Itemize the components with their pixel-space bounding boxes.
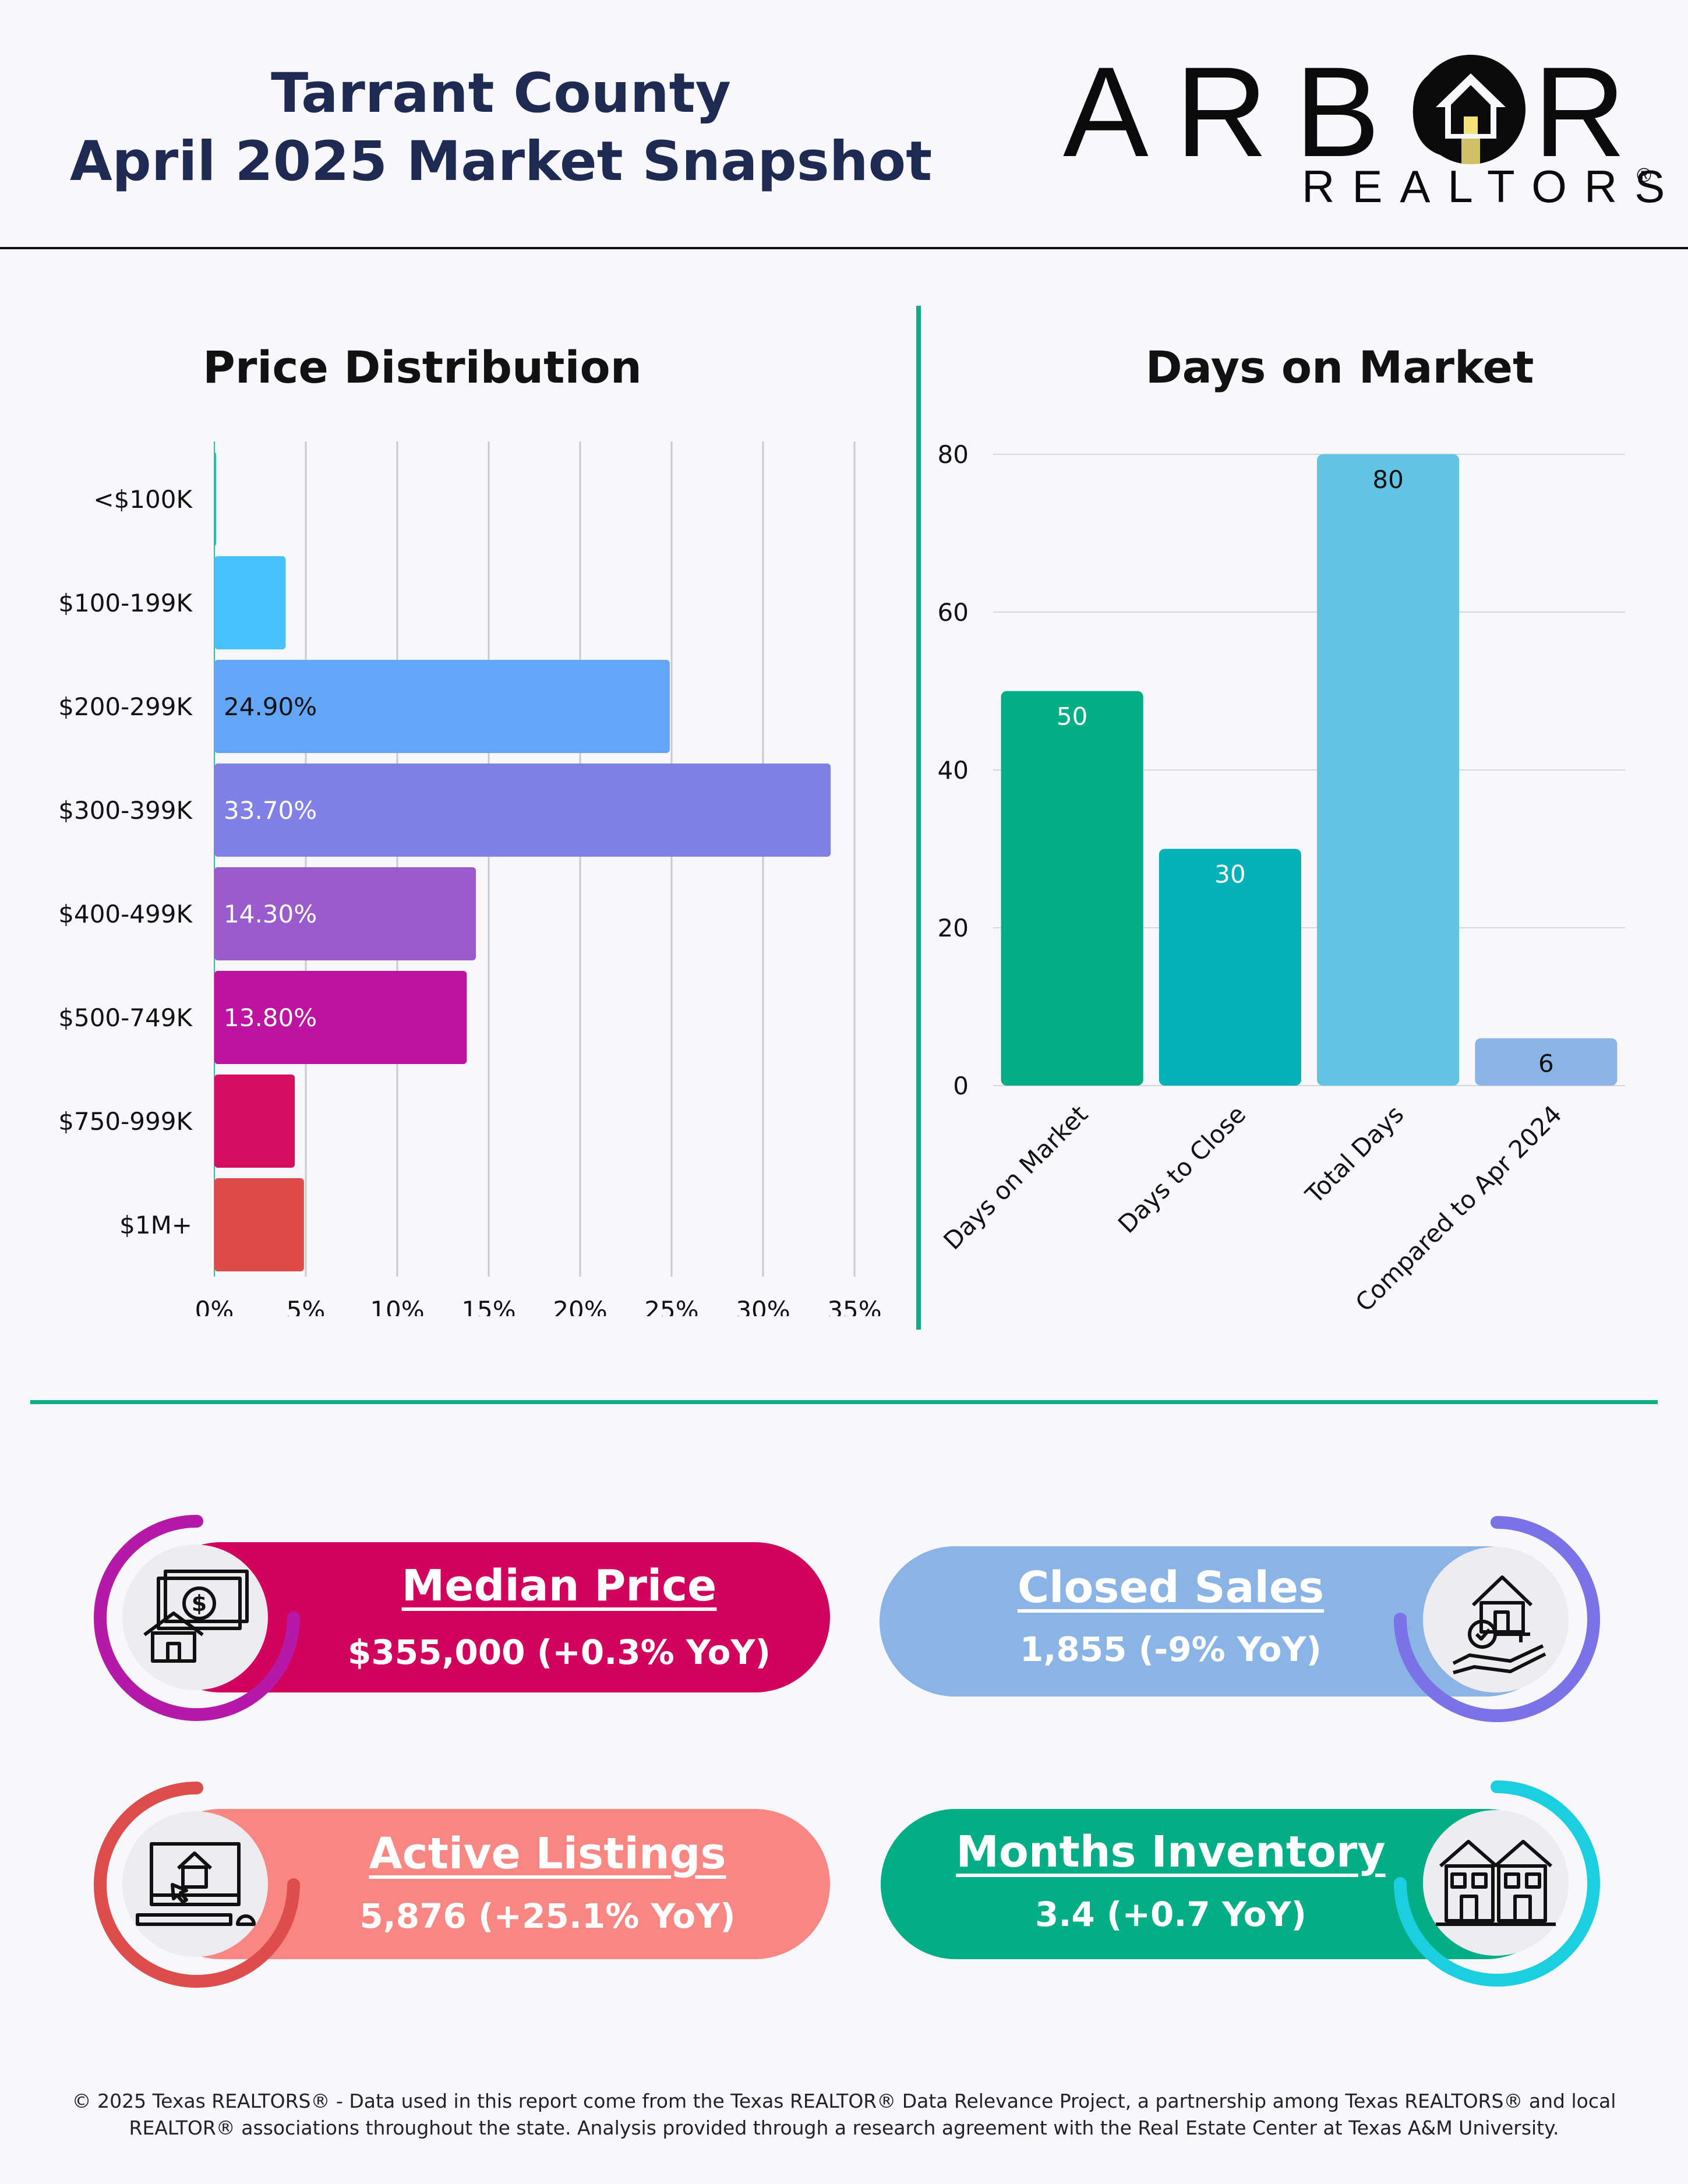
page-title-county: Tarrant County (271, 62, 731, 125)
dom-data-label: 80 (1372, 465, 1403, 494)
months-inventory-ring (1394, 1780, 1600, 1987)
dom-y-tick-label: 60 (938, 598, 969, 627)
price-x-tick-label: 20% (553, 1296, 607, 1316)
section-divider (30, 1400, 1658, 1404)
logo-subtitle: REALTORS (1302, 161, 1683, 212)
price-category-label: <$100K (93, 485, 193, 514)
active-listings-label: Active Listings (369, 1829, 726, 1879)
dom-y-tick-label: 40 (938, 756, 969, 784)
price-bar (214, 867, 476, 960)
dom-category-label: Total Days (1299, 1100, 1409, 1209)
header-divider (0, 247, 1688, 249)
dom-category-label: Days on Market (938, 1100, 1093, 1255)
price-bar (214, 1178, 304, 1271)
days-on-market-chart: 0 20 40 60 80 50 Days on Market 30 Days to Close… (938, 440, 1625, 1317)
price-bar (214, 971, 467, 1064)
median-price-label: Median Price (401, 1561, 717, 1611)
days-on-market-title: Days on Market (1145, 341, 1534, 393)
active-listings-value: 5,876 (+25.1% YoY) (359, 1896, 736, 1936)
dom-data-label: 6 (1538, 1049, 1554, 1078)
dom-y-tick-label: 80 (938, 440, 969, 469)
price-bar (214, 453, 217, 546)
house-key-hand-icon (1452, 1575, 1546, 1674)
house-money-icon: $ (143, 1570, 249, 1663)
logo-wordmark: ARBOR (1063, 40, 1653, 183)
dom-data-label: 50 (1057, 702, 1087, 731)
price-bar (214, 1075, 295, 1168)
dom-bar (1159, 849, 1301, 1086)
price-bar (214, 660, 670, 753)
price-data-label: 13.80% (224, 1003, 317, 1032)
closed-sales-ring (1394, 1516, 1600, 1722)
logo-house-icon (1416, 55, 1525, 164)
chart-divider (916, 306, 921, 1330)
dom-y-tick-label: 0 (953, 1072, 969, 1100)
footer-line-2: REALTOR® associations throughout the sta… (129, 2116, 1559, 2139)
svg-text:$: $ (192, 1591, 207, 1616)
monitor-house-icon (136, 1842, 256, 1926)
price-x-tick-label: 35% (827, 1296, 881, 1316)
price-category-label: $500-749K (58, 1003, 193, 1032)
price-category-label: $300-399K (58, 796, 193, 825)
price-category-label: $400-499K (58, 900, 193, 928)
median-price-value: $355,000 (+0.3% YoY) (348, 1632, 771, 1672)
months-inventory-label: Months Inventory (956, 1827, 1386, 1877)
logo-registered-mark: ® (1637, 164, 1652, 186)
price-bar (214, 556, 286, 649)
price-x-tick-label: 25% (644, 1296, 698, 1316)
price-x-tick-label: 0% (195, 1296, 234, 1316)
footer-line-1: © 2025 Texas REALTORS® - Data used in th… (72, 2090, 1616, 2112)
closed-sales-value: 1,855 (-9% YoY) (1020, 1630, 1322, 1669)
dom-y-tick-label: 20 (938, 914, 969, 942)
price-x-tick-label: 30% (736, 1296, 790, 1316)
price-x-tick-label: 5% (287, 1296, 326, 1316)
price-category-label: $750-999K (58, 1107, 193, 1136)
price-distribution-chart: 0% 5% 10% 15% 20% 25% 30% 35% <$100K $100-199K $20… (58, 441, 882, 1316)
median-price-ring (94, 1515, 300, 1721)
price-x-tick-label: 10% (370, 1296, 424, 1316)
price-data-label: 14.30% (224, 900, 317, 928)
price-data-label: 33.70% (224, 796, 317, 825)
price-data-label: 24.90% (224, 692, 317, 721)
price-category-label: $1M+ (119, 1211, 192, 1239)
active-listings-icon-bg (122, 1811, 268, 1957)
price-x-tick-label: 15% (461, 1296, 515, 1316)
months-inventory-value: 3.4 (+0.7 YoY) (1034, 1895, 1306, 1934)
price-category-label: $200-299K (58, 692, 193, 721)
closed-sales-label: Closed Sales (1017, 1563, 1325, 1613)
townhouses-icon (1436, 1840, 1556, 1926)
footer-disclaimer: © 2025 Texas REALTORS® - Data used in th… (58, 2088, 1630, 2141)
dom-bar (1317, 454, 1460, 1086)
dom-data-label: 30 (1214, 860, 1245, 889)
page-title-snapshot: April 2025 Market Snapshot (69, 130, 933, 193)
dom-bar (1475, 1038, 1618, 1086)
price-category-label: $100-199K (58, 589, 193, 617)
active-listings-ring (94, 1782, 300, 1988)
price-distribution-title: Price Distribution (203, 341, 642, 393)
price-bar (214, 764, 831, 857)
dom-bar (1001, 691, 1143, 1086)
dom-category-label: Days to Close (1113, 1100, 1251, 1238)
